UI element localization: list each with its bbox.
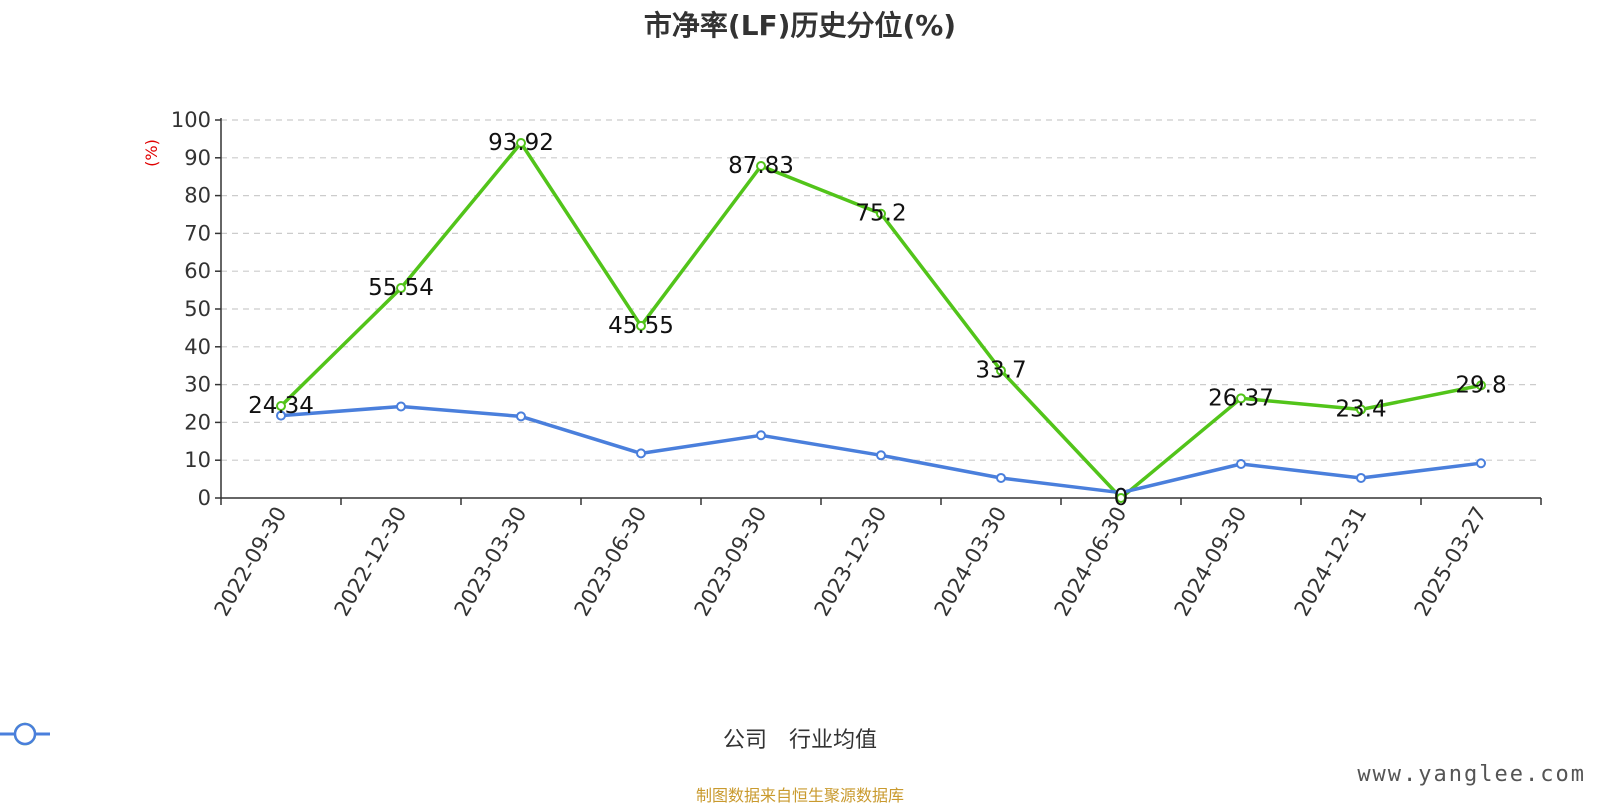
legend-industry-icon	[0, 722, 50, 746]
data-label: 26.37	[1208, 385, 1274, 411]
data-label: 87.83	[728, 153, 794, 179]
data-point-0	[396, 283, 406, 294]
grid-lines	[221, 119, 1541, 461]
legend-company-label: 公司	[722, 728, 767, 753]
data-label: 93.92	[488, 130, 554, 156]
data-point-1	[1236, 458, 1246, 469]
series-points	[276, 137, 1486, 503]
data-label: 24.34	[248, 393, 314, 419]
data-point-0	[876, 208, 886, 219]
y-tick-label: 90	[184, 146, 211, 170]
legend-industry-label: 行业均值	[789, 728, 878, 753]
x-tick-label: 2024-03-30	[930, 503, 1012, 621]
data-point-1	[1476, 458, 1486, 469]
data-label: 33.7	[975, 358, 1026, 384]
data-point-0	[276, 400, 286, 411]
data-label: 23.4	[1335, 397, 1386, 423]
data-point-0	[1236, 393, 1246, 404]
data-point-0	[1116, 493, 1126, 503]
y-tick-label: 10	[184, 448, 211, 472]
x-tick-label: 2025-03-27	[1410, 503, 1492, 621]
data-point-1	[996, 472, 1006, 483]
x-tick-label: 2023-09-30	[690, 503, 772, 621]
data-point-1	[396, 401, 406, 412]
x-tick-label: 2022-09-30	[210, 503, 292, 621]
data-label: 55.54	[368, 275, 434, 301]
y-tick-label: 80	[184, 184, 211, 208]
data-point-0	[756, 161, 766, 172]
x-tick-label: 2023-12-30	[810, 503, 892, 621]
y-tick-label: 20	[184, 410, 211, 434]
legend-item-industry[interactable]: 行业均值	[0, 722, 878, 754]
series-lines	[279, 141, 1482, 500]
data-point-0	[516, 137, 526, 148]
x-tick-label: 2022-12-30	[330, 503, 412, 621]
legend: 公司 行业均值	[0, 722, 1600, 754]
data-point-1	[516, 411, 526, 422]
y-tick-label: 40	[184, 335, 211, 359]
x-tick-label: 2024-06-30	[1050, 503, 1132, 621]
data-point-0	[1356, 404, 1366, 415]
y-tick-label: 70	[184, 221, 211, 245]
data-point-1	[1356, 472, 1366, 483]
data-label: 45.55	[608, 313, 674, 339]
x-tick-label: 2024-12-31	[1290, 503, 1372, 621]
y-tick-label: 0	[198, 486, 211, 510]
chart-title: 市净率(LF)历史分位(%)	[643, 9, 957, 42]
y-tick-label: 100	[171, 108, 211, 132]
x-tick-label: 2024-09-30	[1170, 503, 1252, 621]
x-tick-label: 2023-03-30	[450, 503, 532, 621]
data-point-1	[876, 450, 886, 461]
data-point-0	[996, 365, 1006, 376]
x-tick-label: 2023-06-30	[570, 503, 652, 621]
data-label: 75.2	[855, 201, 906, 227]
y-tick-label: 30	[184, 373, 211, 397]
data-point-0	[1476, 380, 1486, 391]
y-tick-label: 50	[184, 297, 211, 321]
y-tick-label: 60	[184, 259, 211, 283]
data-label: 29.8	[1455, 372, 1506, 398]
legend-item-company[interactable]: 公司	[0, 722, 767, 754]
axes: 0 10 20 30 40 50 60 70 80 90 100 2022-09-30 2022-12-…	[171, 108, 1542, 621]
watermark: www.yanglee.com	[1357, 762, 1586, 787]
data-labels: 24.34 55.54 93.92 45.55 87.83 75.2 33.7 0 26.37 2…	[248, 130, 1507, 511]
data-point-1	[756, 430, 766, 441]
data-point-1	[636, 448, 646, 459]
y-axis-label: (%)	[142, 139, 161, 167]
data-point-0	[636, 320, 646, 331]
series-line-1	[280, 404, 1482, 495]
series-line-0	[279, 141, 1482, 500]
data-point-1	[276, 410, 286, 421]
data-label: 0	[1114, 485, 1129, 511]
